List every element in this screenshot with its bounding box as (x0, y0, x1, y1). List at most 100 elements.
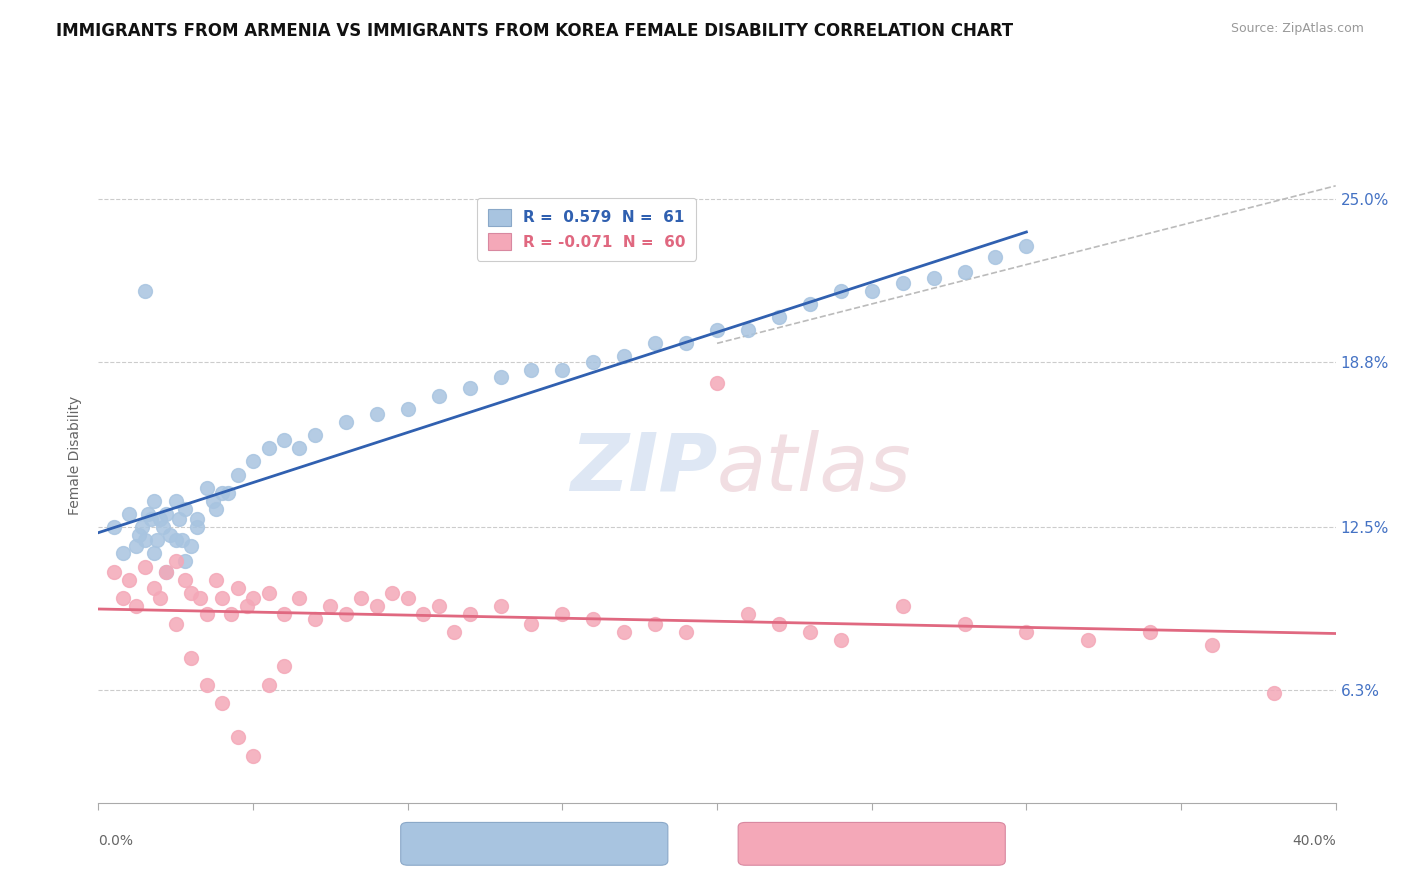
Point (143, 581, 166, 595)
Point (412, 607, 434, 621)
Point (134, 284, 156, 298)
Point (1077, 633, 1099, 648)
Point (520, 617, 543, 632)
Point (136, 507, 159, 521)
Point (134, 559, 156, 574)
Point (257, 678, 280, 692)
Point (458, 607, 481, 621)
Point (891, 276, 914, 290)
Point (288, 591, 311, 605)
Point (335, 607, 357, 621)
Point (134, 533, 156, 548)
Point (242, 748, 264, 763)
Point (551, 607, 574, 621)
Point (304, 612, 326, 626)
Point (257, 586, 280, 600)
Point (149, 512, 172, 526)
Point (350, 591, 373, 605)
Point (613, 350, 636, 364)
Point (520, 362, 543, 376)
Point (768, 310, 790, 324)
Point (205, 573, 228, 587)
Point (257, 442, 280, 456)
Point (155, 507, 177, 521)
Point (396, 591, 419, 605)
Point (195, 481, 218, 495)
Point (273, 659, 295, 673)
Text: ZIP: ZIP (569, 430, 717, 508)
Point (221, 607, 243, 621)
Point (174, 554, 197, 568)
Point (396, 401, 419, 416)
Point (381, 586, 404, 600)
Point (984, 250, 1007, 264)
Point (1015, 239, 1038, 253)
Point (211, 486, 233, 500)
Point (319, 599, 342, 613)
Point (288, 442, 311, 456)
Point (165, 494, 187, 508)
Point (143, 546, 166, 560)
Point (737, 323, 759, 337)
Point (582, 355, 605, 369)
Point (112, 591, 135, 605)
Point (304, 428, 326, 442)
Point (103, 565, 125, 579)
Point (226, 730, 249, 744)
Point (174, 573, 197, 587)
Point (922, 270, 945, 285)
Point (180, 651, 202, 665)
Point (195, 678, 218, 692)
Point (953, 617, 976, 632)
Point (152, 520, 174, 534)
Point (427, 389, 450, 403)
Point (128, 528, 150, 542)
Point (427, 599, 450, 613)
Point (180, 586, 202, 600)
Point (186, 520, 208, 534)
Point (1015, 625, 1038, 640)
Point (799, 297, 821, 311)
Point (891, 599, 914, 613)
Point (366, 407, 388, 421)
Legend: R =  0.579  N =  61, R = -0.071  N =  60: R = 0.579 N = 61, R = -0.071 N = 60 (477, 198, 696, 260)
Point (165, 617, 187, 632)
Point (443, 625, 465, 640)
Point (366, 599, 388, 613)
Point (180, 539, 202, 553)
Point (112, 546, 135, 560)
Point (236, 599, 259, 613)
Point (155, 565, 177, 579)
Point (124, 539, 146, 553)
Point (242, 591, 264, 605)
Point (706, 323, 728, 337)
Point (149, 591, 172, 605)
Point (190, 591, 212, 605)
Point (768, 617, 790, 632)
Point (675, 625, 697, 640)
Point (860, 284, 883, 298)
Point (644, 336, 666, 351)
Point (458, 381, 481, 395)
Point (582, 612, 605, 626)
Point (186, 512, 208, 526)
Point (1201, 638, 1223, 652)
Point (139, 512, 162, 526)
Text: 0.0%: 0.0% (98, 834, 134, 848)
Point (155, 565, 177, 579)
Point (211, 696, 233, 710)
Point (195, 607, 218, 621)
Text: Immigrants from Korea: Immigrants from Korea (792, 837, 952, 851)
Point (335, 415, 357, 429)
Point (706, 376, 728, 390)
Point (489, 370, 512, 384)
Point (118, 507, 141, 521)
Point (217, 486, 239, 500)
Point (1139, 625, 1161, 640)
Point (165, 554, 187, 568)
Text: Immigrants from Armenia: Immigrants from Armenia (444, 837, 624, 851)
Point (226, 467, 249, 482)
Point (1263, 685, 1285, 699)
Point (201, 494, 224, 508)
Point (613, 625, 636, 640)
